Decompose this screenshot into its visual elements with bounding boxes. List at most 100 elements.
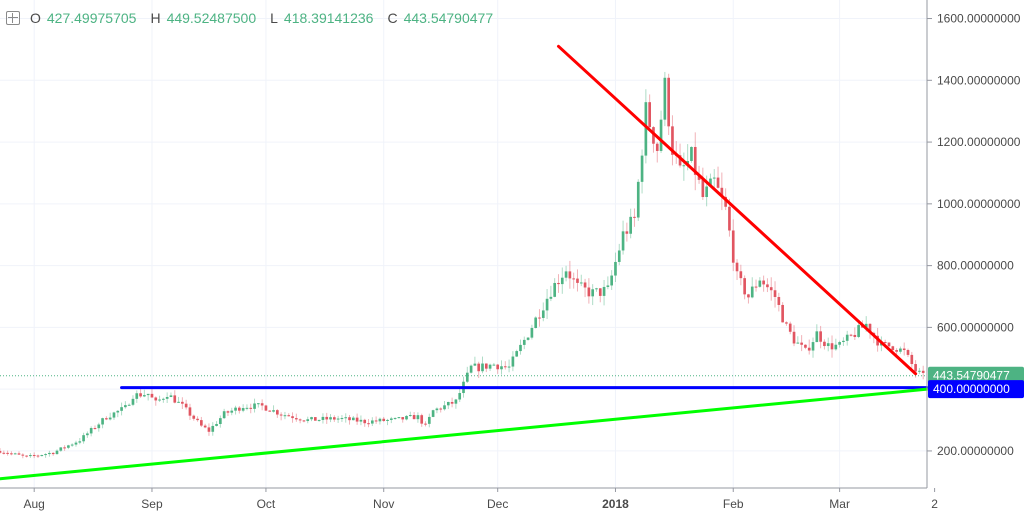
- candle-down: [633, 216, 636, 218]
- candle-down: [203, 425, 207, 428]
- candle-up: [162, 398, 165, 400]
- candle-up: [811, 342, 815, 351]
- candle-down: [906, 350, 910, 355]
- candle-down: [268, 410, 272, 412]
- candle-down: [6, 452, 9, 454]
- candle-up: [344, 417, 348, 419]
- candle-up: [899, 348, 902, 352]
- candle-down: [769, 287, 773, 291]
- candle-down: [557, 282, 560, 285]
- candle-up: [579, 282, 583, 284]
- x-tick-label: Mar: [829, 497, 850, 511]
- candle-down: [800, 342, 803, 345]
- grid: [0, 0, 927, 488]
- candle-up: [427, 416, 431, 424]
- candle-down: [238, 407, 241, 411]
- candle-up: [116, 410, 120, 413]
- candle-up: [465, 372, 469, 382]
- candle-up: [108, 417, 112, 420]
- y-tick-label: 600.00000000: [937, 320, 1014, 334]
- candle-down: [188, 407, 192, 416]
- candle-up: [519, 344, 522, 352]
- candle-down: [51, 452, 55, 455]
- candle-up: [659, 119, 663, 151]
- candle-down: [196, 418, 199, 421]
- high-key: H: [150, 10, 161, 26]
- candle-up: [59, 447, 63, 451]
- support-price-tag: [928, 380, 1024, 399]
- candle-down: [728, 206, 731, 231]
- candle-up: [44, 454, 47, 456]
- candle-down: [503, 366, 507, 368]
- candle-down: [788, 323, 792, 332]
- candle-up: [55, 450, 59, 455]
- candle-up: [389, 418, 393, 420]
- candle-down: [568, 271, 572, 279]
- candle-up: [336, 418, 340, 420]
- candle-up: [158, 399, 161, 401]
- candle-up: [48, 452, 51, 455]
- candle-down: [735, 262, 739, 272]
- candle-down: [363, 419, 367, 424]
- candle-down: [807, 347, 811, 351]
- candle-up: [310, 417, 313, 420]
- candle-down: [295, 418, 298, 420]
- candle-down: [887, 342, 891, 347]
- candle-up: [526, 337, 530, 340]
- candle-up: [534, 317, 538, 328]
- candle-up: [146, 393, 150, 396]
- candle-up: [522, 339, 526, 345]
- candle-up: [378, 418, 382, 422]
- candle-down: [743, 278, 746, 295]
- candle-down: [276, 410, 279, 415]
- candle-down: [883, 342, 887, 344]
- candle-down: [264, 405, 268, 411]
- candle-down: [139, 393, 142, 397]
- candle-down: [192, 415, 196, 419]
- candle-up: [758, 280, 762, 287]
- candle-down: [63, 447, 66, 449]
- candle-down: [598, 288, 602, 296]
- candle-down: [697, 174, 701, 180]
- candle-up: [405, 415, 408, 420]
- candle-down: [21, 454, 25, 456]
- open-value: 427.49975705: [46, 10, 137, 26]
- candle-up: [750, 286, 754, 298]
- candle-up: [826, 343, 830, 347]
- candle-up: [918, 370, 921, 372]
- candle-up: [431, 410, 435, 417]
- candle-up: [143, 395, 146, 397]
- candle-up: [796, 342, 800, 344]
- x-tick-label: Aug: [24, 497, 45, 511]
- candle-up: [515, 351, 519, 357]
- candle-down: [830, 343, 834, 350]
- candle-up: [86, 433, 89, 436]
- trend-lines: [0, 44, 929, 481]
- candle-down: [572, 278, 576, 280]
- candle-up: [663, 77, 667, 120]
- candle-down: [184, 403, 188, 408]
- candle-up: [82, 435, 85, 442]
- candle-up: [408, 415, 412, 417]
- expand-icon[interactable]: [6, 11, 20, 25]
- candle-up: [838, 342, 841, 345]
- candle-down: [766, 284, 769, 288]
- resistance-line: [556, 44, 918, 376]
- candle-down: [382, 418, 386, 421]
- candle-down: [25, 455, 28, 457]
- ohlc-legend: O 427.49975705 H 449.52487500 L 418.3914…: [6, 8, 501, 28]
- candle-up: [545, 298, 549, 311]
- candle-down: [93, 428, 97, 430]
- candle-down: [314, 417, 317, 421]
- candle-up: [29, 455, 32, 457]
- candle-down: [32, 455, 36, 457]
- candle-up: [469, 365, 473, 373]
- candle-down: [655, 143, 659, 151]
- candle-up: [473, 363, 477, 366]
- candle-down: [587, 287, 591, 297]
- candle-down: [693, 146, 697, 175]
- candle-up: [67, 445, 70, 448]
- candle-down: [287, 415, 291, 417]
- y-tick-label: 1200.00000000: [937, 135, 1021, 149]
